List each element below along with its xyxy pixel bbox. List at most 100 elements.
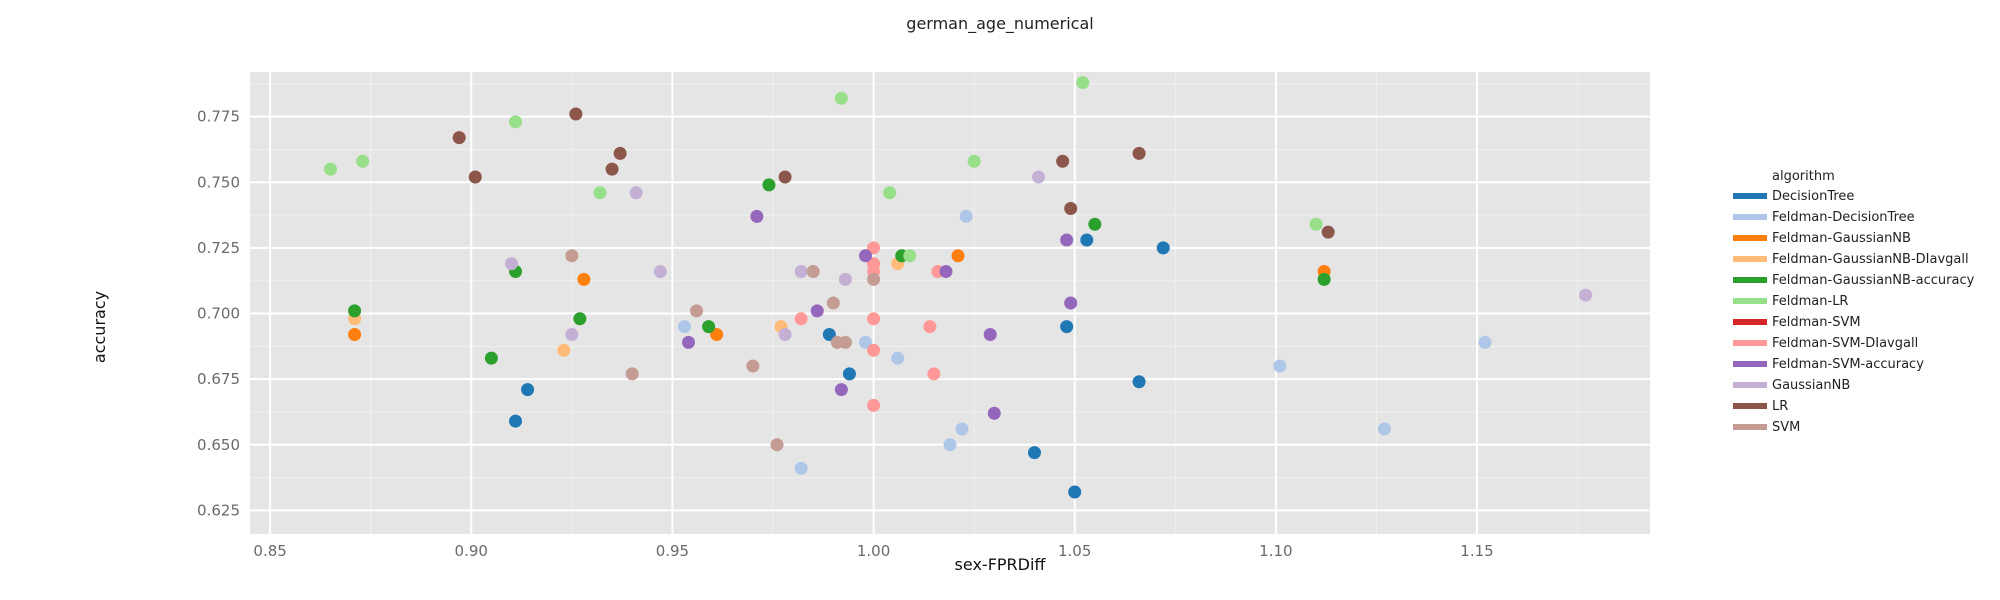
data-point — [826, 296, 840, 310]
y-tick-label: 0.750 — [197, 173, 240, 191]
data-point — [1076, 76, 1090, 89]
x-tick-label: 0.95 — [656, 542, 689, 560]
data-point — [653, 265, 667, 278]
data-point — [605, 162, 619, 176]
legend: algorithm DecisionTree Feldman-DecisionTr… — [1733, 169, 1975, 435]
y-tick-label: 0.675 — [197, 370, 240, 388]
data-point — [923, 320, 937, 334]
data-points — [323, 76, 1593, 499]
y-tick-label: 0.700 — [197, 305, 240, 323]
data-point — [834, 383, 848, 397]
x-tick-label: 1.15 — [1460, 542, 1493, 560]
legend-label: GaussianNB — [1772, 378, 1850, 393]
legend-swatch — [1733, 361, 1767, 367]
data-point — [1317, 272, 1331, 286]
legend-swatch — [1733, 256, 1767, 262]
data-point — [746, 359, 760, 373]
data-point — [891, 351, 905, 365]
data-point — [834, 91, 848, 105]
data-point — [1064, 202, 1078, 215]
data-point — [939, 265, 953, 278]
y-tick-label: 0.625 — [197, 501, 240, 519]
legend-swatch — [1733, 277, 1767, 283]
data-point — [509, 414, 523, 428]
x-tick-labels: 0.85 0.90 0.95 1.00 1.05 1.10 1.15 — [253, 542, 1493, 560]
data-point — [1377, 422, 1391, 436]
data-point — [959, 209, 973, 223]
data-point — [770, 438, 784, 452]
data-point — [867, 272, 881, 286]
data-point — [1088, 217, 1102, 231]
data-point — [521, 383, 535, 397]
data-point — [348, 304, 362, 318]
data-point — [509, 115, 523, 129]
legend-swatch — [1733, 319, 1767, 325]
legend-label: Feldman-GaussianNB-accuracy — [1772, 273, 1975, 288]
data-point — [565, 328, 579, 341]
legend-swatch — [1733, 235, 1767, 241]
data-point — [806, 265, 820, 278]
data-point — [838, 335, 852, 349]
y-tick-label: 0.650 — [197, 436, 240, 454]
data-point — [677, 320, 691, 334]
data-point — [1321, 225, 1335, 239]
x-axis-label: sex-FPRDiff — [955, 555, 1047, 574]
data-point — [1579, 288, 1593, 302]
y-tick-labels: 0.625 0.650 0.675 0.700 0.725 0.750 0.775 — [197, 108, 240, 520]
y-tick-label: 0.775 — [197, 108, 240, 126]
legend-label: Feldman-SVM-accuracy — [1772, 357, 1924, 372]
legend-swatch — [1733, 424, 1767, 430]
data-point — [1309, 217, 1323, 231]
data-point — [867, 343, 881, 357]
data-point — [778, 328, 792, 341]
data-point — [1156, 241, 1170, 255]
data-point — [573, 312, 587, 326]
data-point — [778, 170, 792, 184]
legend-label: Feldman-DecisionTree — [1772, 210, 1915, 225]
data-point — [838, 272, 852, 286]
legend-label: Feldman-SVM — [1772, 315, 1861, 330]
data-point — [867, 398, 881, 412]
data-point — [682, 335, 696, 349]
data-point — [943, 438, 957, 452]
legend-label: Feldman-GaussianNB — [1772, 231, 1911, 246]
data-point — [557, 343, 571, 357]
data-point — [987, 406, 1001, 420]
legend-label: DecisionTree — [1772, 189, 1854, 204]
data-point — [613, 146, 627, 160]
data-point — [927, 367, 941, 381]
data-point — [577, 272, 591, 286]
legend-label: Feldman-GaussianNB-DIavgall — [1772, 252, 1969, 267]
data-point — [593, 186, 607, 200]
data-point — [822, 328, 836, 341]
data-point — [951, 249, 965, 263]
data-point — [1273, 359, 1287, 373]
data-point — [1132, 146, 1146, 160]
data-point — [452, 131, 466, 145]
data-point — [1068, 485, 1082, 499]
data-point — [348, 328, 362, 341]
data-point — [323, 162, 337, 176]
legend-swatch — [1733, 193, 1767, 199]
data-point — [842, 367, 856, 381]
legend-swatch — [1733, 298, 1767, 304]
data-point — [1064, 296, 1078, 310]
legend-swatch — [1733, 382, 1767, 388]
data-point — [1478, 335, 1492, 349]
data-point — [794, 312, 808, 326]
legend-swatch — [1733, 340, 1767, 346]
legend-label: Feldman-LR — [1772, 294, 1848, 309]
data-point — [794, 461, 808, 475]
data-point — [625, 367, 639, 381]
legend-title: algorithm — [1772, 169, 1835, 184]
data-point — [903, 249, 917, 263]
data-point — [356, 154, 370, 168]
data-point — [484, 351, 498, 365]
data-point — [867, 312, 881, 326]
x-tick-label: 1.00 — [857, 542, 890, 560]
data-point — [955, 422, 969, 436]
data-point — [569, 107, 583, 121]
data-point — [710, 328, 724, 341]
data-point — [983, 328, 997, 341]
